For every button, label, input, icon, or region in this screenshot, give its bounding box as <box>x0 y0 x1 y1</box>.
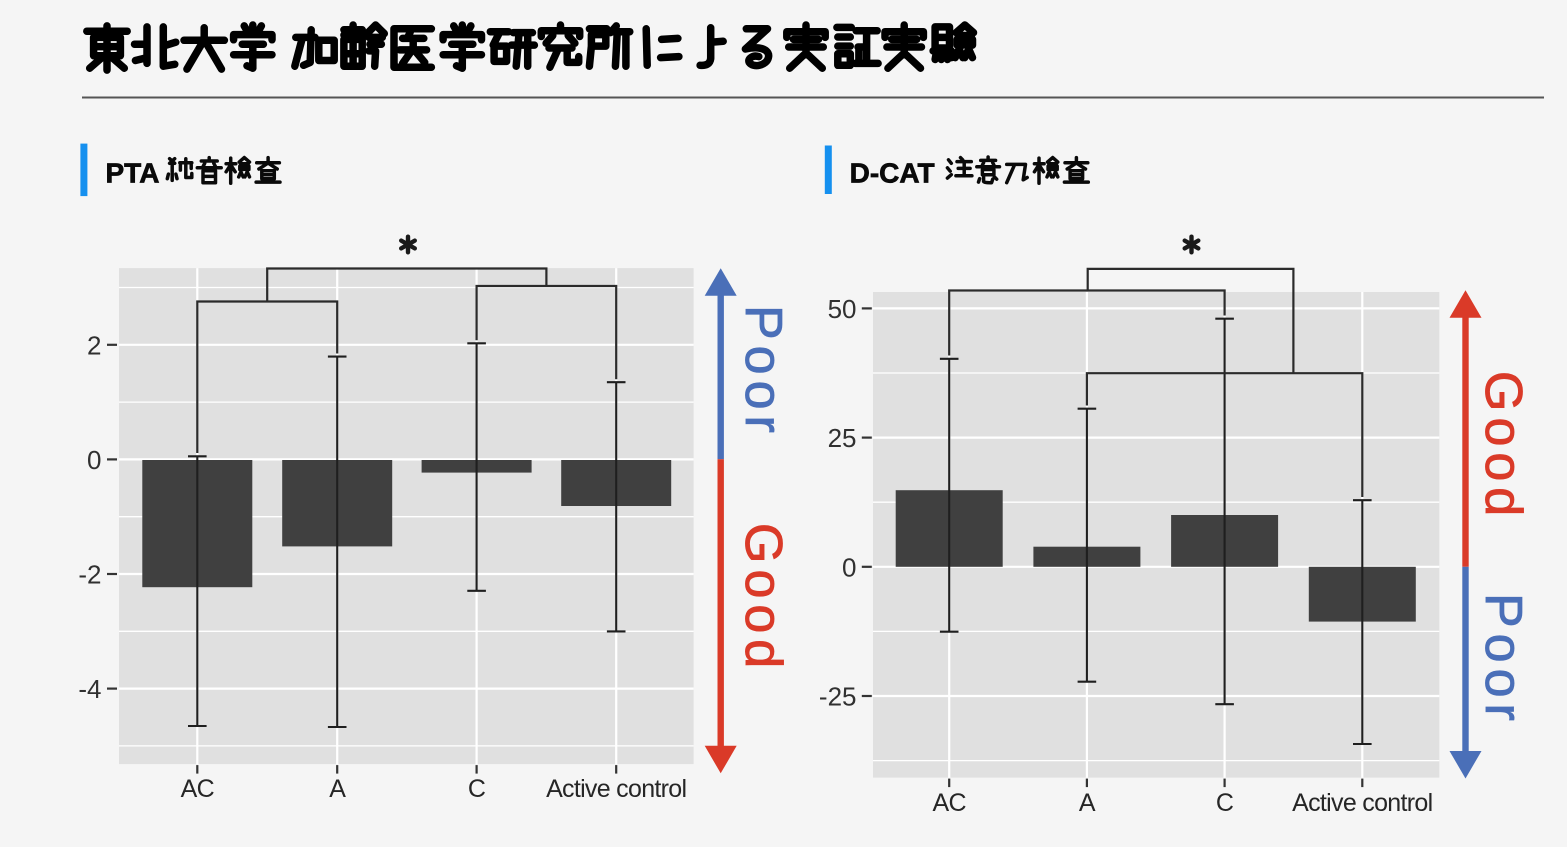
svg-text:50: 50 <box>828 294 857 324</box>
svg-text:-25: -25 <box>819 682 857 712</box>
svg-text:2: 2 <box>87 330 101 360</box>
svg-text:A: A <box>329 775 346 803</box>
svg-text:D-CAT: D-CAT <box>850 158 935 189</box>
svg-text:AC: AC <box>181 775 215 803</box>
svg-text:-2: -2 <box>78 560 101 590</box>
svg-text:0: 0 <box>87 445 101 475</box>
svg-text:-4: -4 <box>78 674 101 704</box>
svg-text:C: C <box>468 775 486 803</box>
svg-text:PTA: PTA <box>106 158 160 189</box>
svg-text:25: 25 <box>828 423 857 453</box>
svg-text:Good: Good <box>734 523 792 674</box>
svg-text:0: 0 <box>842 552 856 582</box>
svg-text:Active control: Active control <box>546 775 686 803</box>
svg-text:Active control: Active control <box>1292 789 1432 817</box>
svg-text:A: A <box>1079 789 1096 817</box>
svg-text:Poor: Poor <box>734 305 792 439</box>
svg-text:Poor: Poor <box>1474 593 1532 727</box>
svg-text:Good: Good <box>1474 371 1532 522</box>
svg-text:C: C <box>1216 789 1234 817</box>
svg-text:AC: AC <box>933 789 967 817</box>
